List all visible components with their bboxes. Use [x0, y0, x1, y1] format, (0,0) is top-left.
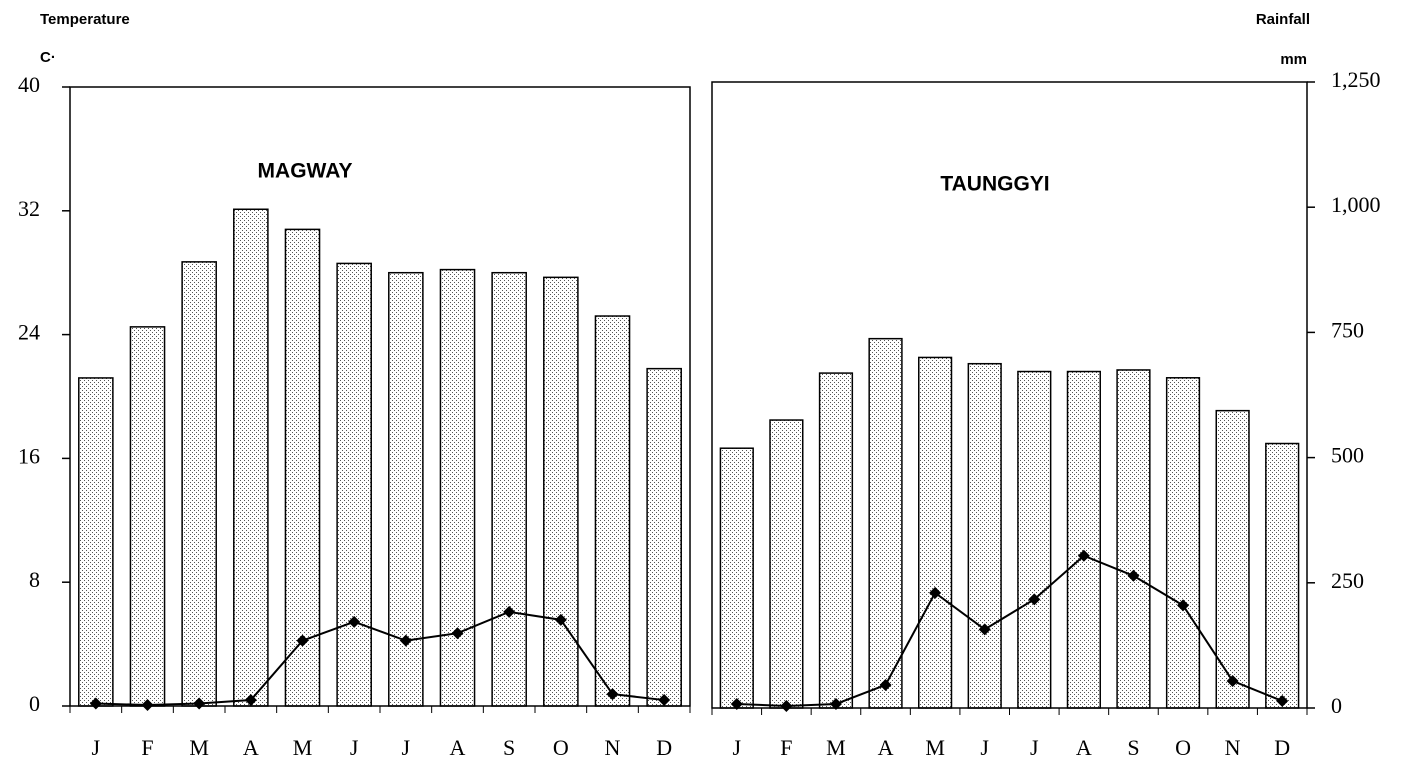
x-tick-label: M	[925, 735, 945, 760]
x-tick-label: O	[1175, 735, 1191, 760]
y2-tick-label: 750	[1331, 317, 1364, 342]
y2-tick-label: 250	[1331, 568, 1364, 593]
chart-title: TAUNGGYI	[940, 173, 1049, 196]
x-tick-label: J	[980, 735, 989, 760]
bar	[543, 276, 579, 707]
y-tick-label: 0	[29, 691, 40, 716]
bar	[1066, 370, 1101, 709]
x-tick-label: D	[1274, 735, 1290, 760]
bar	[491, 271, 527, 707]
x-tick-label: A	[450, 735, 466, 760]
x-tick-label: S	[503, 735, 515, 760]
x-tick-label: J	[350, 735, 359, 760]
y2-tick-label: 1,250	[1331, 67, 1381, 92]
bar	[233, 208, 269, 707]
y-tick-label: 8	[29, 567, 40, 592]
y2-axis-unit: mm	[1280, 51, 1307, 68]
line	[95, 610, 665, 707]
x-tick-label: N	[1225, 735, 1241, 760]
x-tick-label: M	[189, 735, 209, 760]
x-tick-label: J	[92, 735, 101, 760]
y2-tick-label: 500	[1331, 443, 1364, 468]
marker	[451, 627, 464, 640]
bar	[868, 337, 903, 709]
x-tick-label: A	[243, 735, 259, 760]
bar	[769, 419, 804, 709]
bar	[336, 262, 372, 707]
marker	[1127, 569, 1140, 582]
marker	[503, 605, 516, 618]
bar	[1116, 369, 1151, 709]
marker	[978, 623, 991, 636]
marker	[829, 697, 842, 710]
y-tick-label: 32	[18, 196, 40, 221]
bar	[439, 268, 476, 707]
bar	[1215, 409, 1250, 709]
x-tick-label: O	[553, 735, 569, 760]
x-tick-label: F	[780, 735, 792, 760]
x-tick-label: J	[733, 735, 742, 760]
marker	[193, 697, 206, 710]
bar	[818, 372, 854, 709]
y-axis-unit: C·	[40, 49, 56, 66]
marker	[929, 586, 942, 599]
marker	[606, 688, 619, 701]
bar	[78, 377, 114, 707]
bar	[388, 271, 424, 707]
y2-tick-label: 0	[1331, 693, 1342, 718]
marker	[244, 694, 257, 707]
marker	[554, 613, 567, 626]
x-tick-label: J	[402, 735, 411, 760]
marker	[89, 697, 102, 710]
marker	[296, 634, 309, 647]
y2-tick-label: 1,000	[1331, 192, 1381, 217]
marker	[780, 699, 793, 712]
x-tick-label: A	[1076, 735, 1092, 760]
bar	[181, 261, 217, 707]
bar	[129, 326, 166, 707]
bar	[719, 447, 754, 709]
marker	[1177, 599, 1190, 612]
marker	[1028, 593, 1041, 606]
y-tick-label: 16	[18, 443, 40, 468]
y2-axis-label: Rainfall	[1256, 11, 1310, 28]
x-tick-label: N	[605, 735, 621, 760]
x-tick-label: J	[1030, 735, 1039, 760]
y-axis-label: Temperature	[40, 11, 130, 28]
marker	[399, 634, 412, 647]
marker	[658, 694, 671, 707]
y-tick-label: 40	[18, 72, 40, 97]
bar	[918, 356, 953, 709]
bar	[646, 367, 682, 707]
x-tick-label: M	[293, 735, 313, 760]
marker	[1226, 674, 1239, 687]
y-tick-label: 24	[18, 320, 40, 345]
x-tick-label: S	[1127, 735, 1139, 760]
marker	[879, 678, 892, 691]
bar	[1165, 377, 1201, 709]
x-tick-label: A	[878, 735, 894, 760]
bar	[1017, 370, 1052, 709]
chart-title: MAGWAY	[258, 160, 353, 183]
x-tick-label: F	[141, 735, 153, 760]
bar	[1265, 442, 1300, 709]
marker	[141, 699, 154, 712]
marker	[730, 697, 743, 710]
bar	[967, 362, 1002, 709]
bar	[594, 315, 631, 707]
x-tick-label: D	[656, 735, 672, 760]
line	[736, 554, 1283, 707]
marker	[348, 615, 361, 628]
x-tick-label: M	[826, 735, 846, 760]
marker	[1077, 549, 1090, 562]
bar	[284, 228, 321, 707]
marker	[1276, 694, 1289, 707]
